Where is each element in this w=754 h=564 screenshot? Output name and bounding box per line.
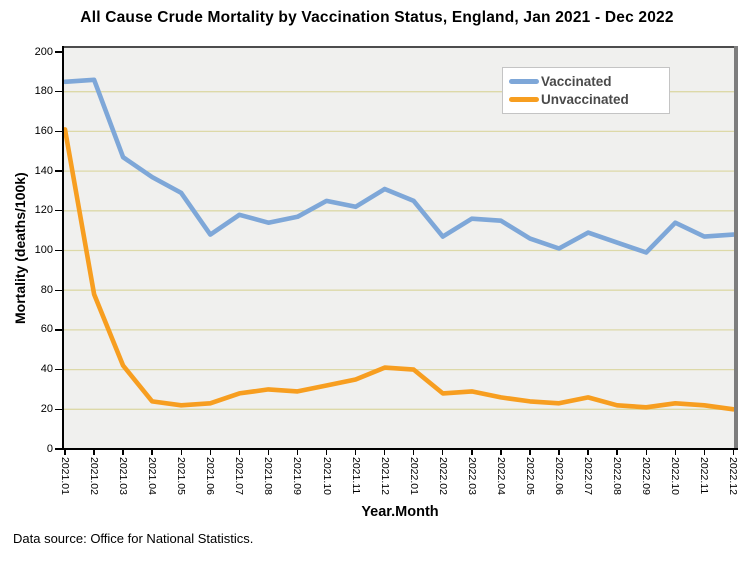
x-tick-mark [471,450,473,455]
y-tick-label: 100 [34,244,53,256]
x-tick-label: 2022.05 [523,457,536,495]
x-tick-mark [93,450,95,455]
x-tick-mark [558,450,560,455]
vaccinated-line-swatch-icon [509,79,539,84]
x-tick-label: 2021.03 [117,457,130,495]
x-tick-label: 2021.11 [349,457,362,495]
y-tick-label: 120 [34,204,53,217]
y-tick-mark [55,51,62,53]
y-tick-mark [55,210,62,212]
x-tick-mark [180,450,182,455]
x-tick-mark [151,450,153,455]
x-tick-mark [442,450,444,455]
y-tick-label: 40 [40,363,53,376]
data-source-note: Data source: Office for National Statist… [13,531,254,546]
x-tick-label: 2021.01 [59,457,71,495]
y-tick-mark [55,368,62,371]
x-tick-label: 2022.07 [582,457,595,495]
x-tick-mark [674,450,676,455]
legend-label: Vaccinated [541,74,612,89]
y-tick-label: 200 [34,45,53,58]
x-tick-mark [209,450,211,455]
x-tick-label: 2022.06 [553,457,566,495]
y-tick-label: 60 [40,323,53,336]
x-tick-label: 2021.10 [320,457,333,495]
y-tick-mark [55,329,62,331]
x-tick-mark [238,450,241,455]
y-tick-label: 140 [34,164,53,177]
x-tick-mark [267,450,270,455]
x-tick-mark [383,450,386,455]
x-tick-mark [64,450,66,455]
y-tick-mark [55,249,62,252]
x-tick-mark [296,450,299,455]
legend-label: Unvaccinated [541,92,629,107]
x-tick-label: 2021.04 [146,457,159,495]
x-tick-mark [645,450,647,455]
y-tick-label: 80 [40,283,53,296]
x-tick-label: 2022.03 [465,457,478,495]
x-tick-label: 2021.05 [175,457,188,495]
y-tick-mark [55,448,62,450]
x-tick-label: 2022.01 [407,457,420,495]
y-tick-mark [55,91,62,93]
x-tick-mark [325,450,328,455]
x-tick-label: 2022.08 [611,457,624,495]
y-tick-mark [55,289,62,291]
y-tick-mark [55,408,62,410]
x-tick-mark [732,450,735,455]
x-tick-mark [703,450,705,455]
x-tick-label: 2022.09 [640,457,653,495]
x-tick-label: 2021.06 [204,457,217,495]
x-axis-title: Year.Month [361,504,439,520]
x-tick-label: 2021.07 [233,457,246,495]
x-tick-label: 2021.02 [88,457,101,495]
x-tick-label: 2022.04 [494,457,507,495]
legend-item-unvaccinated: Unvaccinated [509,92,663,107]
x-tick-mark [587,450,589,455]
y-tick-label: 160 [34,124,53,137]
x-tick-mark [616,450,618,455]
x-tick-mark [500,450,502,455]
x-tick-mark [122,450,124,455]
x-tick-label: 2021.09 [291,457,304,495]
x-tick-label: 2021.12 [378,457,391,495]
x-tick-mark [354,450,357,455]
y-tick-mark [55,170,62,172]
unvaccinated-line-swatch-icon [509,97,539,102]
legend-item-vaccinated: Vaccinated [509,74,663,89]
x-tick-label: 2022.12 [727,457,740,495]
y-tick-label: 0 [46,442,53,455]
y-tick-label: 180 [34,85,53,98]
x-tick-label: 2022.11 [698,457,711,495]
x-tick-label: 2021.08 [262,457,275,495]
x-tick-mark [413,450,415,455]
x-tick-label: 2022.02 [436,457,449,495]
y-tick-mark [55,130,62,133]
chart-title: All Cause Crude Mortality by Vaccination… [80,9,674,26]
y-tick-label: 20 [40,402,53,415]
legend: Vaccinated Unvaccinated [502,67,670,114]
x-tick-label: 2022.10 [669,457,682,495]
x-tick-mark [529,450,531,455]
